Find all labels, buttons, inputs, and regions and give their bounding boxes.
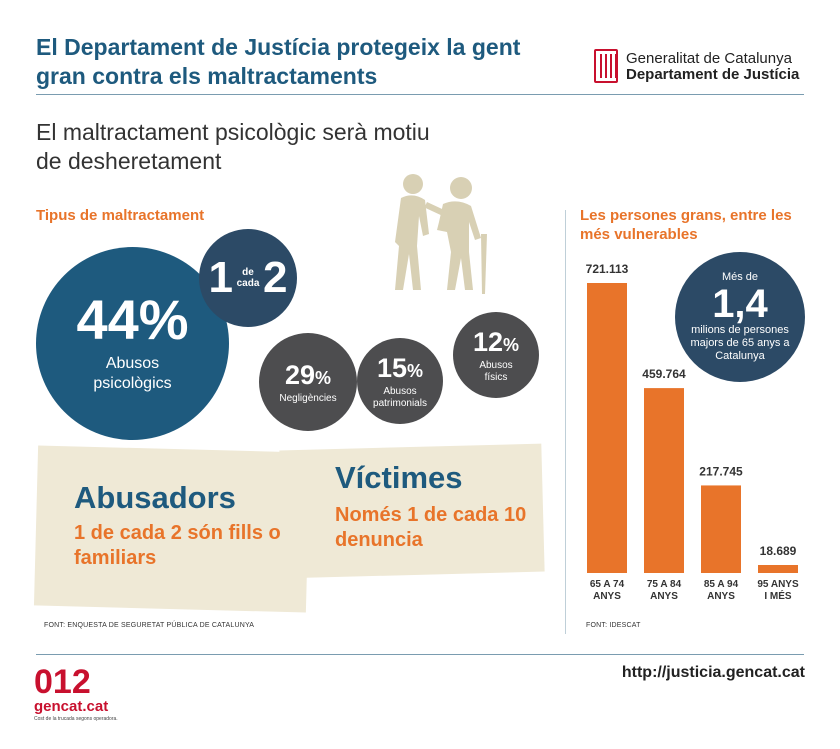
neglect-circle: 29% Negligències: [259, 333, 357, 431]
category-label-3-1: I MÉS: [764, 589, 792, 602]
category-label-1-0: 75 A 84: [647, 579, 682, 590]
subtitle: El maltractament psicològic serà motiu d…: [36, 119, 430, 174]
section-divider: [565, 210, 566, 634]
senyera-icon: [594, 49, 618, 83]
logo-line1: Generalitat de Catalunya: [626, 50, 792, 67]
brand-note: Cost de la trucada segons operadora.: [34, 716, 118, 722]
bar-value-label-0: 721.113: [586, 262, 629, 276]
bar-0: [587, 283, 627, 573]
patrimonial-value: 15: [376, 352, 408, 383]
physical-value: 12: [472, 326, 504, 357]
patrimonial-unit: %: [407, 360, 424, 381]
category-label-0-1: ANYS: [593, 591, 621, 602]
ratio-right: 2: [263, 253, 288, 302]
bubble-post: milions de persones majors de 65 anys a …: [690, 324, 790, 362]
abusers-text: 1 de cada 2 són fills o familiars: [74, 522, 281, 569]
psychological-abuse-circle: 44% Abusos psicològics: [36, 247, 229, 440]
bar-value-label-3: 18.689: [760, 544, 797, 558]
bar-2: [701, 485, 741, 573]
elderly-couple-illustration: [395, 174, 487, 294]
ratio-circle: 1 de cada 2: [199, 229, 297, 327]
types-heading: Tipus de maltractament: [36, 207, 205, 224]
abusers-heading: Abusadors: [74, 480, 236, 515]
neglect-unit: %: [315, 367, 332, 388]
population-bubble: Més de 1,4 milions de persones majors de…: [675, 252, 805, 382]
neglect-value: 29: [284, 359, 316, 390]
psychological-abuse-label: Abusos psicològics: [93, 354, 172, 392]
physical-abuse-circle: 12% Abusos físics: [453, 312, 539, 398]
physical-unit: %: [503, 334, 520, 355]
psychological-abuse-value: 44%: [76, 287, 189, 351]
persons-heading: Les persones grans, entre les més vulner…: [580, 207, 792, 243]
category-label-0-0: 65 A 74: [590, 579, 625, 590]
page-title: El Departament de Justícia protegeix la …: [36, 34, 521, 89]
patrimonial-abuse-circle: 15% Abusos patrimonials: [357, 338, 443, 424]
bar-value-label-1: 459.764: [642, 367, 686, 381]
bar-1: [644, 388, 684, 573]
ratio-mid: de cada: [236, 267, 260, 289]
logo-line2: Departament de Justícia: [626, 66, 800, 83]
patrimonial-label: Abusos patrimonials: [373, 385, 427, 409]
category-label-3-0: 95 ANYS: [757, 579, 799, 590]
category-label-2-0: 85 A 94: [704, 579, 739, 590]
victims-text: Només 1 de cada 10 denuncia: [335, 504, 527, 551]
bar-3: [758, 565, 798, 573]
physical-label: Abusos físics: [479, 359, 513, 383]
category-label-1-1: ANYS: [650, 591, 678, 602]
source-left: FONT: ENQUESTA DE SEGURETAT PÚBLICA DE C…: [44, 622, 255, 629]
header-divider: [36, 94, 804, 95]
generalitat-logo: Generalitat de Catalunya Departament de …: [594, 49, 814, 89]
bar-value-label-2: 217.745: [699, 464, 743, 478]
victims-heading: Víctimes: [335, 460, 463, 495]
bubble-value: 1,4: [712, 282, 768, 326]
category-label-2-1: ANYS: [707, 591, 735, 602]
source-right: FONT: IDESCAT: [586, 622, 641, 629]
footer-divider: [36, 654, 804, 655]
neglect-label: Negligències: [279, 392, 337, 404]
brand-name: gencat.cat: [34, 698, 109, 715]
brand-number: 012: [34, 663, 91, 701]
website-link[interactable]: http://justicia.gencat.cat: [621, 664, 805, 681]
ratio-left: 1: [208, 253, 233, 302]
bubble-pre: Més de: [721, 271, 759, 283]
